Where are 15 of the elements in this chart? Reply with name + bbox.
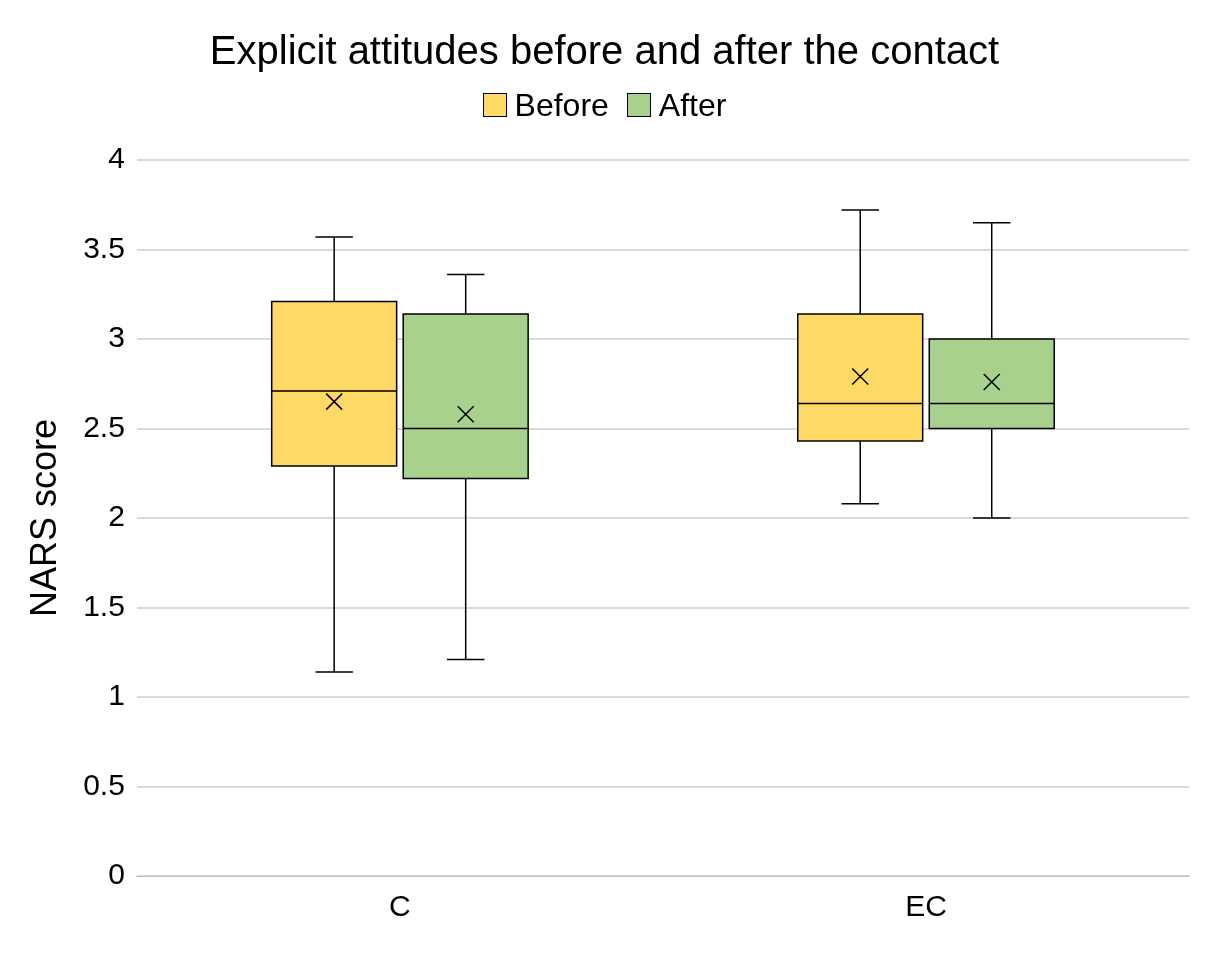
y-tick-label: 0 (108, 857, 125, 891)
legend-label: Before (514, 86, 609, 124)
y-tick-label: 2 (108, 499, 125, 533)
y-tick-label: 0.5 (83, 767, 125, 801)
x-tick-label: C (389, 889, 411, 923)
y-tick-label: 3.5 (83, 230, 125, 264)
y-tick-label: 2.5 (83, 409, 125, 443)
y-tick-label: 1 (108, 678, 125, 712)
legend-label: After (658, 86, 727, 124)
y-axis-title: NARS score (22, 418, 64, 618)
x-tick-label: EC (905, 889, 947, 923)
y-tick-label: 3 (108, 320, 125, 354)
y-tick-label: 4 (108, 141, 125, 175)
y-tick-label: 1.5 (83, 588, 125, 622)
chart-title: Explicit attitudes before and after the contact (208, 27, 1001, 74)
